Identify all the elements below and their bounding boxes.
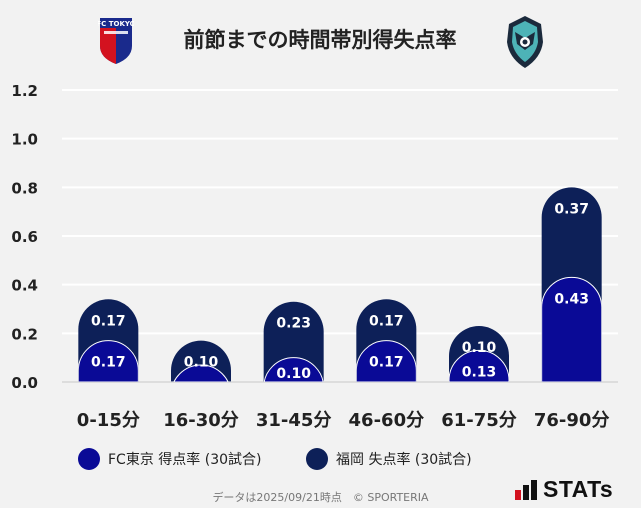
stacked-bar-chart: 0.00.20.40.60.81.01.2 0.170.17 0.100.230.…	[11, 82, 618, 431]
data-label-home: 0.10	[276, 366, 311, 382]
y-tick-label: 1.2	[11, 82, 38, 100]
x-tick-label: 61-75分	[441, 410, 517, 431]
y-tick-label: 0.6	[11, 228, 38, 246]
y-axis-ticks: 0.0 0.2 0.4 0.6 0.8 1.0 1.2	[11, 82, 38, 392]
y-tick-label: 0.0	[11, 374, 38, 392]
data-label-away: 0.10	[184, 355, 219, 371]
legend-item-away: 福岡 失点率 (30試合)	[306, 448, 472, 470]
legend-item-home: FC東京 得点率 (30試合)	[78, 448, 261, 470]
bars: 0.17 0.17 0.10 0.23 0.10 0.17 0.17 0.10 0.13 0.37…	[78, 187, 602, 382]
x-axis-ticks: 0-15分 16-30分 31-45分 46-60分 61-75分 76-90分	[77, 410, 610, 431]
legend: FC東京 得点率 (30試合) 福岡 失点率 (30試合)	[0, 448, 641, 476]
data-label-home: 0.43	[554, 291, 589, 307]
legend-swatch-away	[306, 448, 328, 470]
legend-label-away: 福岡 失点率 (30試合)	[336, 452, 472, 468]
crest-lettering: FC TOKYO	[98, 20, 134, 28]
avispa-fukuoka-crest-icon	[507, 16, 543, 68]
fc-tokyo-crest-icon: FC TOKYO	[98, 18, 134, 64]
data-label-home: 0.17	[91, 355, 126, 371]
x-tick-label: 46-60分	[349, 410, 425, 431]
legend-swatch-home	[78, 448, 100, 470]
x-tick-label: 0-15分	[77, 410, 140, 431]
bar-home	[263, 357, 324, 382]
legend-label-home: FC東京 得点率 (30試合)	[108, 452, 262, 468]
bar-home	[171, 364, 231, 382]
footer-credit: データは2025/09/21時点 © SPORTERIA	[212, 491, 429, 504]
grid-layer	[62, 89, 618, 383]
data-label-away: 0.10	[462, 340, 497, 356]
data-label-home: 0.13	[462, 364, 497, 380]
stats-brand: STATs	[515, 476, 613, 503]
y-tick-label: 0.4	[11, 277, 38, 295]
data-label-away: 0.23	[276, 316, 311, 332]
bar-home	[449, 349, 509, 382]
chart-title: 前節までの時間帯別得失点率	[183, 28, 457, 52]
y-tick-label: 0.8	[11, 179, 38, 197]
data-label-away: 0.17	[369, 313, 404, 329]
x-tick-label: 76-90分	[534, 410, 610, 431]
stats-brand-text: STATs	[543, 476, 614, 502]
bar-home	[78, 340, 139, 382]
data-label-away: 0.37	[554, 201, 589, 217]
data-label-home: 0.17	[369, 355, 404, 371]
y-tick-label: 0.2	[11, 325, 38, 343]
x-tick-label: 16-30分	[163, 410, 239, 431]
data-label-away: 0.17	[91, 313, 126, 329]
x-tick-label: 31-45分	[256, 410, 332, 431]
chart-header: FC TOKYO 前節までの時間帯別得失点率	[0, 0, 641, 82]
stats-logo-icon	[515, 479, 537, 500]
bar-home	[541, 276, 602, 382]
y-tick-label: 1.0	[11, 131, 38, 149]
bar-home	[356, 340, 417, 382]
